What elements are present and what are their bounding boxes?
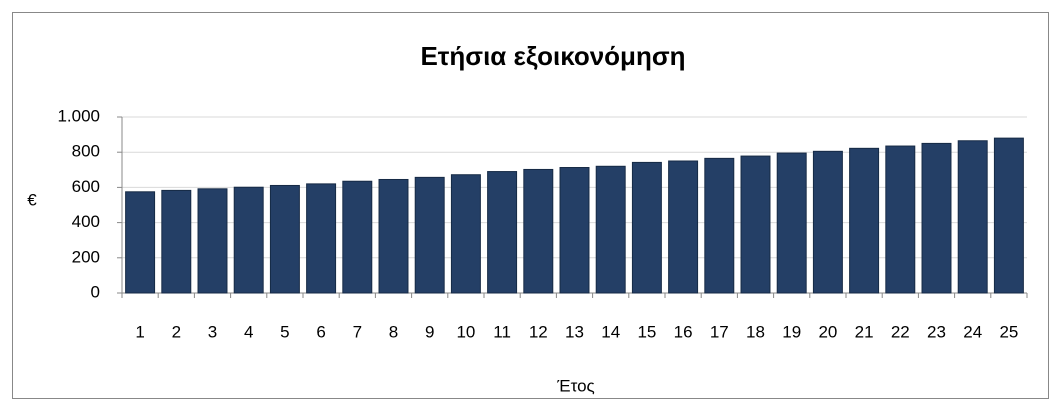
x-axis-label: Έτος	[556, 376, 594, 395]
bar	[378, 178, 409, 294]
bar	[269, 184, 300, 294]
bar	[414, 176, 445, 294]
bar	[885, 145, 916, 294]
y-axis-label: €	[27, 190, 37, 209]
x-tick-label: 20	[818, 322, 837, 341]
x-tick-label: 13	[565, 322, 584, 341]
bar	[523, 168, 554, 294]
bar	[631, 161, 662, 294]
y-tick-label: 400	[72, 212, 100, 231]
x-tick-label: 5	[280, 322, 289, 341]
bar	[487, 171, 518, 294]
bar	[921, 142, 952, 294]
x-tick-label: 25	[999, 322, 1018, 341]
y-tick-label: 800	[72, 142, 100, 161]
x-tick-label: 1	[135, 322, 144, 341]
y-tick-label: 1.000	[57, 106, 100, 125]
bar	[740, 155, 771, 294]
bar	[197, 188, 228, 294]
x-tick-label: 7	[353, 322, 362, 341]
x-tick-label: 17	[710, 322, 729, 341]
bar	[342, 180, 373, 294]
x-tick-label: 16	[674, 322, 693, 341]
bar	[849, 147, 880, 294]
x-tick-label: 15	[637, 322, 656, 341]
x-tick-label: 22	[891, 322, 910, 341]
bar	[812, 150, 843, 294]
x-tick-label: 9	[425, 322, 434, 341]
x-tick-label: 21	[855, 322, 874, 341]
x-tick-label: 10	[456, 322, 475, 341]
bar	[595, 165, 626, 294]
x-tick-label: 11	[493, 322, 511, 341]
chart-title: Ετήσια εξοικονόμηση	[420, 41, 685, 71]
bar	[233, 186, 264, 294]
x-tick-label: 3	[208, 322, 217, 341]
x-tick-label: 14	[601, 322, 620, 341]
x-tick-label: 18	[746, 322, 765, 341]
y-tick-label: 600	[72, 177, 100, 196]
x-tick-label: 4	[244, 322, 253, 341]
bar	[306, 183, 337, 294]
bar	[993, 137, 1024, 294]
x-tick-label: 12	[529, 322, 548, 341]
bar	[161, 189, 192, 294]
y-tick-label: 0	[91, 282, 100, 301]
y-tick-label: 200	[72, 247, 100, 266]
bar	[776, 152, 807, 294]
bar	[450, 174, 481, 294]
x-tick-label: 19	[782, 322, 801, 341]
x-tick-label: 23	[927, 322, 946, 341]
bar	[704, 157, 735, 294]
bar	[668, 160, 699, 294]
bar	[957, 140, 988, 294]
x-tick-label: 8	[389, 322, 398, 341]
bar	[559, 167, 590, 294]
x-tick-label: 6	[316, 322, 325, 341]
bar	[125, 191, 156, 294]
x-tick-label: 2	[172, 322, 181, 341]
x-tick-label: 24	[963, 322, 982, 341]
